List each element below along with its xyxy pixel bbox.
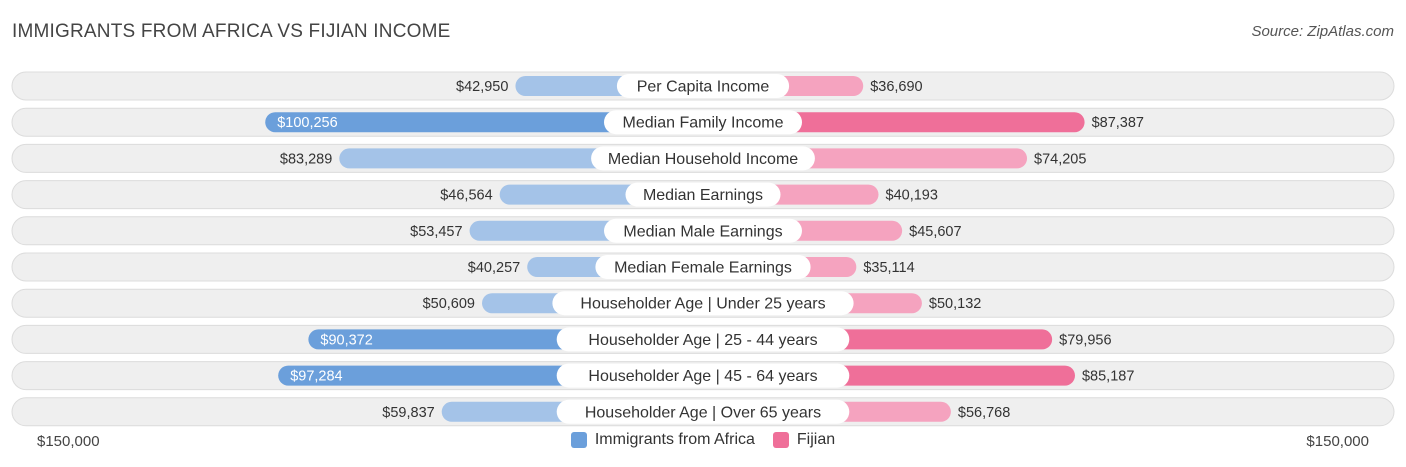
- category-label: Per Capita Income: [637, 79, 770, 96]
- value-label-fijian: $87,387: [1092, 115, 1144, 131]
- value-label-fijian: $36,690: [870, 79, 922, 95]
- category-label: Householder Age | Over 65 years: [585, 404, 821, 421]
- chart-title: IMMIGRANTS FROM AFRICA VS FIJIAN INCOME: [12, 21, 451, 42]
- value-label-africa: $100,256: [277, 115, 337, 131]
- category-pill: [591, 146, 815, 171]
- source-credit: Source: ZipAtlas.com: [1251, 23, 1394, 40]
- axis-label-right: $150,000: [1306, 433, 1369, 450]
- category-label: Householder Age | Under 25 years: [580, 296, 825, 313]
- legend-swatch-fijian: [772, 432, 789, 448]
- category-pill: [552, 291, 854, 316]
- category-pill: [604, 218, 802, 243]
- value-label-africa: $40,257: [468, 260, 520, 276]
- value-label-fijian: $40,193: [886, 188, 938, 204]
- category-label: Householder Age | 45 - 64 years: [588, 368, 817, 385]
- value-label-africa: $83,289: [280, 151, 332, 167]
- legend-label-fijian: Fijian: [796, 431, 836, 448]
- value-label-africa: $46,564: [440, 188, 492, 204]
- category-label: Median Female Earnings: [614, 260, 792, 277]
- value-label-fijian: $79,956: [1059, 332, 1111, 348]
- category-label: Median Family Income: [623, 115, 784, 132]
- diverging-bar-chart: $42,950 $36,690 Per Capita Income $100,256 $…: [11, 71, 1395, 427]
- value-label-fijian: $56,768: [958, 405, 1010, 421]
- value-label-africa: $42,950: [456, 79, 508, 95]
- category-label: Median Household Income: [608, 151, 798, 168]
- value-label-africa: $90,372: [320, 332, 372, 348]
- category-label: Median Male Earnings: [623, 223, 782, 240]
- value-label-fijian: $50,132: [929, 296, 981, 312]
- value-label-fijian: $85,187: [1082, 369, 1134, 385]
- legend-swatch-africa: [570, 432, 587, 448]
- category-label: Householder Age | 25 - 44 years: [588, 332, 817, 349]
- category-pill: [556, 399, 850, 424]
- value-label-africa: $50,609: [423, 296, 475, 312]
- legend-item-fijian[interactable]: Fijian: [772, 431, 836, 449]
- category-pill: [616, 74, 790, 98]
- legend-item-africa[interactable]: Immigrants from Africa: [570, 431, 755, 449]
- category-pill: [604, 110, 802, 135]
- category-pill: [595, 255, 811, 279]
- value-label-fijian: $45,607: [909, 224, 961, 240]
- value-label-africa: $59,837: [382, 405, 434, 421]
- value-label-africa: $97,284: [290, 369, 342, 385]
- legend-label-africa: Immigrants from Africa: [594, 431, 755, 448]
- category-pill: [556, 327, 850, 352]
- axis-label-left: $150,000: [37, 433, 100, 450]
- legend: Immigrants from Africa Fijian: [0, 431, 1406, 449]
- value-label-africa: $53,457: [410, 224, 462, 240]
- value-label-fijian: $35,114: [863, 260, 914, 276]
- bar-africa: [265, 112, 713, 133]
- category-pill: [625, 182, 781, 207]
- value-label-fijian: $74,205: [1034, 151, 1086, 167]
- category-pill: [556, 363, 850, 388]
- category-label: Median Earnings: [643, 187, 763, 204]
